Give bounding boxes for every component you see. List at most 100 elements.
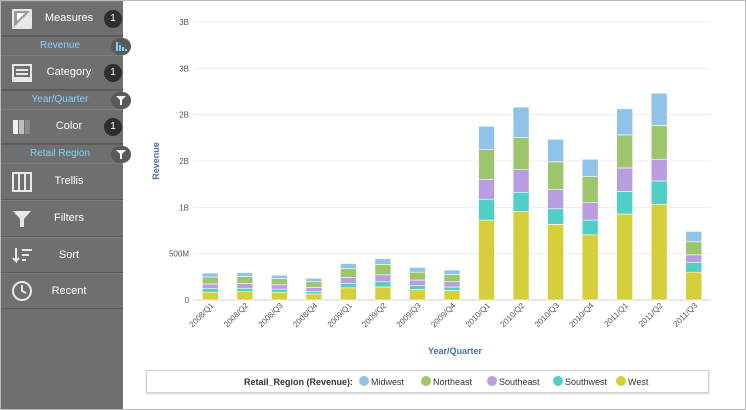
sidebar-item-filters[interactable]: Filters [1, 200, 123, 237]
bar-segment-midwest[interactable] [512, 106, 530, 138]
color-selection[interactable]: Retail Region [1, 144, 131, 163]
bar-segment-northeast[interactable] [236, 276, 254, 284]
bar-segment-midwest[interactable] [340, 263, 357, 270]
bar-segment-southwest[interactable] [271, 288, 288, 293]
sidebar-item-sort[interactable]: Sort [1, 237, 123, 273]
sidebar-item-trellis[interactable]: Trellis [1, 163, 123, 200]
bar-chart-icon[interactable] [111, 38, 131, 55]
sidebar-item-recent[interactable]: Recent [1, 273, 123, 309]
bar-segment-west[interactable] [305, 293, 323, 301]
bar-segment-southeast[interactable] [443, 281, 461, 288]
sidebar-item-measures[interactable]: Measures 1 [1, 1, 123, 36]
bar-segment-southwest[interactable] [581, 219, 599, 236]
bar-segment-southwest[interactable] [616, 191, 633, 215]
bar-segment-midwest[interactable] [581, 158, 599, 177]
y-axis-title: Revenue [151, 142, 161, 180]
sidebar-item-color[interactable]: Color 1 [1, 109, 123, 144]
bar-segment-northeast[interactable] [340, 268, 357, 278]
bar-segment-southeast[interactable] [305, 287, 323, 292]
bar-segment-northeast[interactable] [650, 125, 668, 160]
bar-segment-southeast[interactable] [581, 202, 599, 221]
bar-segment-west[interactable] [409, 289, 426, 301]
bar-segment-west[interactable] [271, 291, 288, 301]
filter-funnel-icon[interactable] [111, 92, 131, 109]
sidebar-item-category[interactable]: Category 1 [1, 55, 123, 90]
bar-segment-northeast[interactable] [478, 149, 495, 180]
bar-segment-midwest[interactable] [409, 267, 426, 273]
bar-segment-west[interactable] [616, 213, 633, 301]
category-selection[interactable]: Year/Quarter [1, 90, 131, 109]
bar-segment-southeast[interactable] [374, 274, 392, 283]
bar-segment-west[interactable] [547, 224, 564, 301]
bar-segment-northeast[interactable] [581, 176, 599, 203]
legend-entry-midwest[interactable]: Midwest [371, 377, 405, 387]
bar-segment-midwest[interactable] [478, 125, 495, 151]
bar-segment-southeast[interactable] [236, 283, 254, 289]
legend-entry-northeast[interactable]: Northeast [433, 377, 473, 387]
bar-segment-west[interactable] [443, 290, 461, 301]
bar-segment-west[interactable] [374, 286, 392, 301]
bar-segment-southwest[interactable] [236, 287, 254, 293]
bar-segment-northeast[interactable] [443, 274, 461, 283]
count-badge: 1 [104, 64, 122, 82]
bar-segment-southwest[interactable] [685, 262, 703, 273]
bar-segment-midwest[interactable] [374, 258, 392, 265]
filter-funnel-icon[interactable] [111, 146, 131, 163]
bar-segment-west[interactable] [236, 291, 254, 301]
legend-entry-southwest[interactable]: Southwest [565, 377, 608, 387]
measures-selection[interactable]: Revenue [1, 36, 131, 55]
bar-segment-southwest[interactable] [650, 180, 668, 205]
bar-segment-northeast[interactable] [547, 161, 564, 190]
bar-segment-west[interactable] [478, 219, 495, 301]
x-tick-label: 2011/Q3 [671, 301, 699, 329]
bar-segment-southwest[interactable] [478, 198, 495, 221]
bar-segment-west[interactable] [340, 287, 357, 301]
bar-segment-west[interactable] [201, 291, 219, 301]
bar-segment-southwest[interactable] [201, 288, 219, 293]
bar-segment-southeast[interactable] [478, 178, 495, 200]
bar-segment-midwest[interactable] [443, 269, 461, 275]
bar-segment-southeast[interactable] [340, 277, 357, 284]
bar-segment-midwest[interactable] [236, 272, 254, 277]
bar-segment-northeast[interactable] [616, 134, 633, 169]
bar-segment-southeast[interactable] [650, 158, 668, 182]
bar-segment-southwest[interactable] [340, 283, 357, 289]
bar-segment-southwest[interactable] [305, 291, 323, 295]
bar-segment-southeast[interactable] [512, 169, 530, 193]
bar-segment-northeast[interactable] [409, 271, 426, 281]
chart-area: 0 500M 1B 2B 2B 3B 3B 2008/Q1 2008/Q2 2008/Q3 200… [123, 1, 745, 409]
bar-segment-southwest[interactable] [547, 208, 564, 225]
bar-segment-midwest[interactable] [685, 231, 703, 243]
bar-segment-west[interactable] [581, 234, 599, 301]
bar-segment-midwest[interactable] [271, 274, 288, 280]
bar-segment-west[interactable] [650, 204, 668, 301]
bar-segment-southwest[interactable] [512, 191, 530, 212]
bar-segment-southwest[interactable] [409, 285, 426, 290]
bar-segment-midwest[interactable] [305, 277, 323, 283]
bar-segment-southwest[interactable] [374, 281, 392, 288]
bar-segment-midwest[interactable] [547, 138, 564, 163]
bar-segment-midwest[interactable] [616, 108, 633, 136]
bar-segment-southwest[interactable] [443, 286, 461, 291]
clock-icon [11, 280, 33, 302]
bar-segment-west[interactable] [512, 211, 530, 301]
bar-segment-southeast[interactable] [201, 283, 219, 290]
bar-segment-southeast[interactable] [685, 254, 703, 263]
legend-entry-west[interactable]: West [628, 377, 649, 387]
bar-segment-northeast[interactable] [374, 264, 392, 276]
bar-segment-midwest[interactable] [201, 272, 219, 278]
x-axis-title: Year/Quarter [428, 346, 483, 356]
bar-segment-northeast[interactable] [201, 276, 219, 285]
bar-segment-northeast[interactable] [512, 137, 530, 170]
sidebar-item-label: Recent [51, 285, 87, 297]
bar-segment-midwest[interactable] [650, 92, 668, 126]
bar-segment-southeast[interactable] [616, 167, 633, 192]
bar-segment-west[interactable] [685, 271, 703, 301]
bar-segment-southeast[interactable] [271, 284, 288, 290]
bar-segment-southeast[interactable] [409, 279, 426, 286]
bar-segment-northeast[interactable] [305, 281, 323, 288]
legend-entry-southeast[interactable]: Southeast [499, 377, 540, 387]
bar-segment-southeast[interactable] [547, 189, 564, 210]
bar-segment-northeast[interactable] [271, 278, 288, 286]
bar-segment-northeast[interactable] [685, 241, 703, 256]
